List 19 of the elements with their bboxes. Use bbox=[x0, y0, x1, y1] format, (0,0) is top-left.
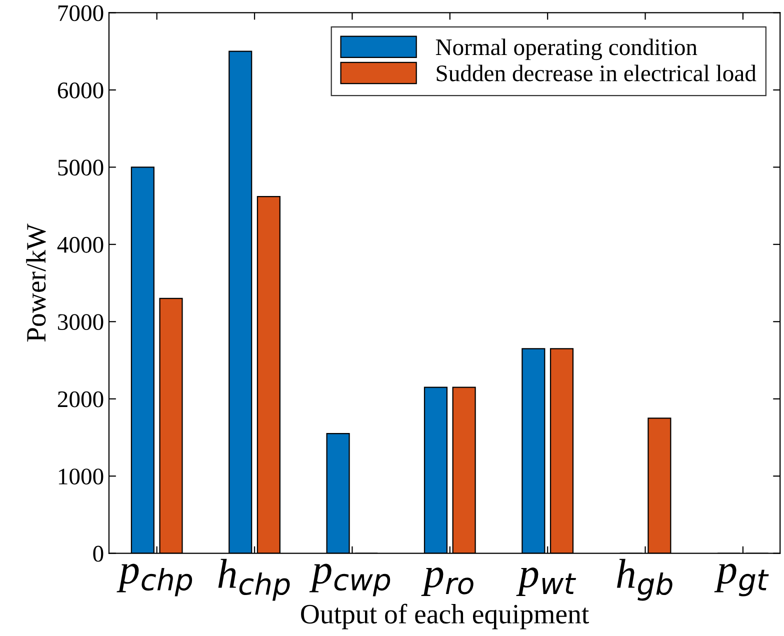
x-tick-label: p$_{chp}$ bbox=[116, 564, 192, 596]
legend-label: Normal operating condition bbox=[436, 38, 698, 60]
x-tick-label: h$_{gb}$ bbox=[616, 558, 672, 601]
y-tick-label: 4000 bbox=[57, 236, 104, 253]
y-tick-label: 0 bbox=[93, 546, 104, 562]
x-tick-label: p$_{ro}$ bbox=[421, 567, 474, 596]
y-tick-label: 7000 bbox=[58, 5, 104, 22]
x-tick-label: h$_{chp}$ bbox=[218, 558, 290, 601]
y-tick-label: 3000 bbox=[58, 314, 104, 330]
legend-label: Sudden decrease in electrical load bbox=[436, 64, 756, 82]
y-tick-label: 6000 bbox=[58, 82, 104, 98]
x-axis-title: Output of each equipment bbox=[301, 604, 589, 630]
x-tick-label: p$_{gt}$ bbox=[714, 564, 769, 596]
x-tick-label: p$_{cwp}$ bbox=[309, 564, 390, 596]
y-tick-label: 1000 bbox=[58, 468, 104, 485]
y-tick-label: 5000 bbox=[58, 160, 104, 176]
y-axis-title: Power/kW bbox=[26, 224, 46, 342]
y-tick-label: 2000 bbox=[58, 391, 104, 408]
x-tick-label: p$_{wt}$ bbox=[516, 567, 576, 596]
